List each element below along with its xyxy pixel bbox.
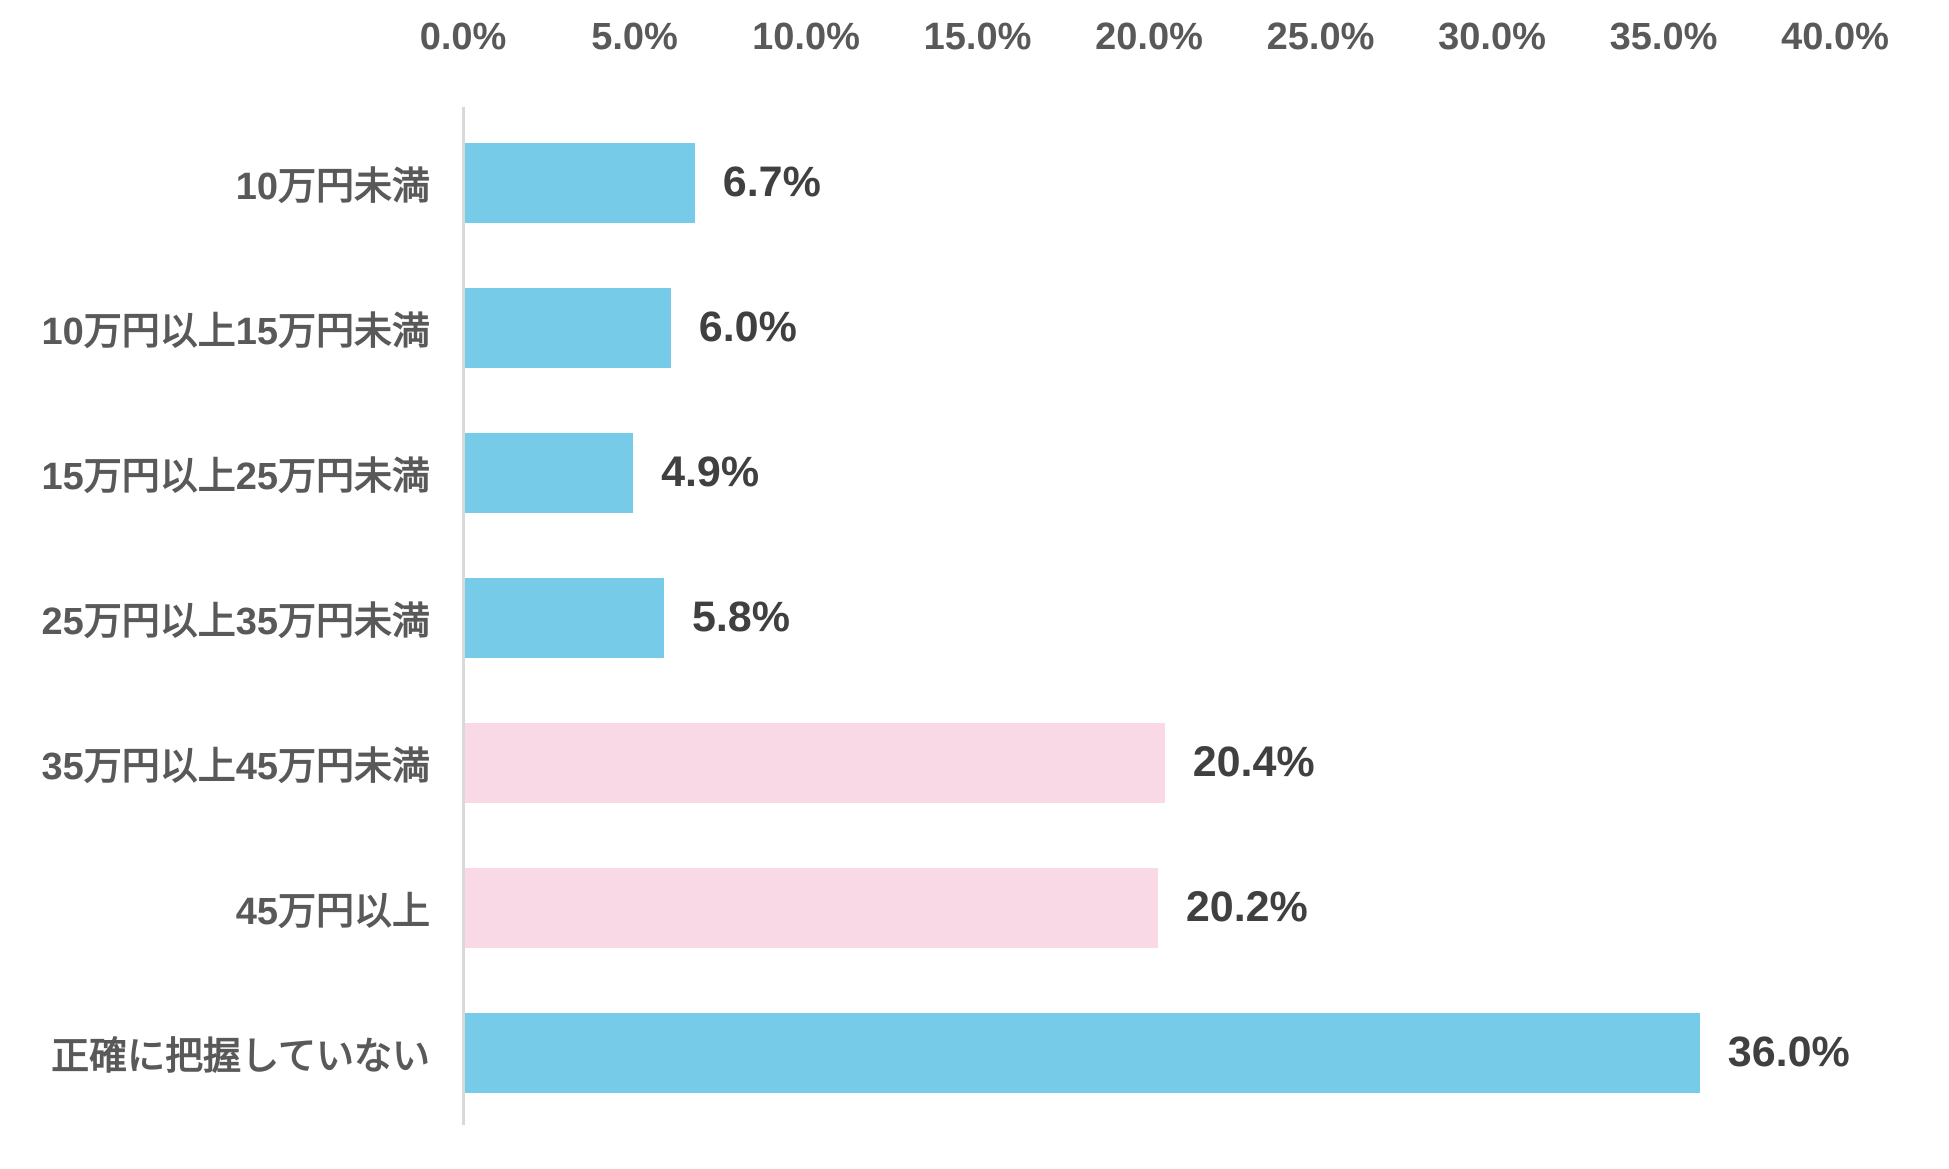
value-label: 6.0% <box>698 303 797 351</box>
bar-row: 15万円以上25万円未満 4.9% <box>0 400 1949 545</box>
bar-row: 10万円以上15万円未満 6.0% <box>0 255 1949 400</box>
bar <box>465 432 634 513</box>
category-label: 35万円以上45万円未満 <box>41 746 430 788</box>
bar <box>465 1012 1700 1093</box>
category-label: 45万円以上 <box>235 891 430 933</box>
x-axis-tick-label: 40.0% <box>1781 16 1889 58</box>
y-axis-line <box>462 107 465 1125</box>
x-axis-tick-label: 35.0% <box>1609 16 1718 58</box>
x-axis: 0.0% 5.0% 10.0% 15.0% 20.0% 25.0% 30.0% 35.0% 40… <box>0 0 1949 90</box>
category-label: 10万円未満 <box>235 166 430 208</box>
x-axis-tick-label: 20.0% <box>1095 16 1203 58</box>
x-axis-tick-label: 0.0% <box>419 16 507 58</box>
bar-row: 10万円未満 6.7% <box>0 110 1949 255</box>
category-label: 正確に把握していない <box>51 1036 430 1078</box>
value-label: 4.9% <box>661 448 760 496</box>
value-label: 5.8% <box>691 593 790 641</box>
x-axis-tick-label: 10.0% <box>752 16 860 58</box>
x-axis-tick-label: 25.0% <box>1266 16 1375 58</box>
value-label: 20.4% <box>1192 738 1315 786</box>
category-label: 25万円以上35万円未満 <box>41 601 430 643</box>
category-label: 15万円以上25万円未満 <box>41 456 430 498</box>
bar <box>465 142 695 223</box>
bar <box>465 722 1165 803</box>
bar <box>465 867 1158 948</box>
bar <box>465 287 671 368</box>
x-axis-tick-label: 15.0% <box>923 16 1032 58</box>
bar-row: 正確に把握していない 36.0% <box>0 980 1949 1125</box>
bar-row: 35万円以上45万円未満 20.4% <box>0 690 1949 835</box>
category-label: 10万円以上15万円未満 <box>41 311 430 353</box>
bar-row: 25万円以上35万円未満 5.8% <box>0 545 1949 690</box>
value-label: 20.2% <box>1185 883 1308 931</box>
value-label: 36.0% <box>1727 1028 1850 1076</box>
bar-rows: 10万円未満 6.7% 10万円以上15万円未満 6.0% 15万円以上25万円… <box>0 110 1949 1125</box>
bar-row: 45万円以上 20.2% <box>0 835 1949 980</box>
value-label: 6.7% <box>722 158 821 206</box>
bar <box>465 577 664 658</box>
x-axis-tick-label: 5.0% <box>591 16 678 58</box>
x-axis-tick-label: 30.0% <box>1438 16 1546 58</box>
